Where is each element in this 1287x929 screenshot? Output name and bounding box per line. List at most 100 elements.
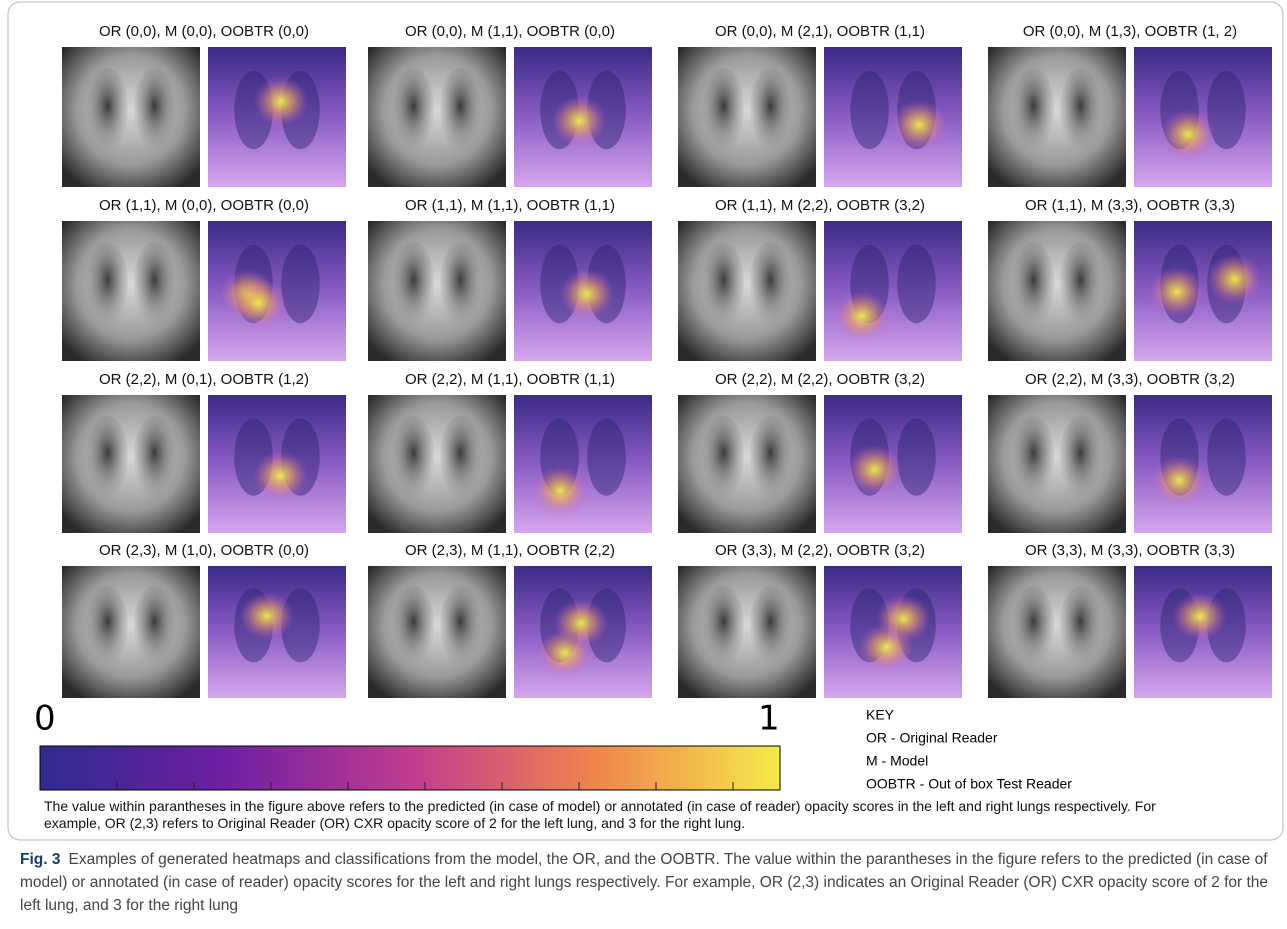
heat-spot — [1151, 456, 1206, 506]
xray-bg — [62, 566, 200, 698]
panel-label: OR (2,2), M (0,1), OOBTR (1,2) — [99, 371, 309, 388]
lung — [1013, 68, 1054, 152]
heatmap-image — [514, 566, 652, 698]
panel: OR (0,0), M (2,1), OOBTR (1,1) — [678, 23, 962, 187]
xray-image — [678, 47, 816, 187]
colorbar — [40, 746, 780, 790]
panel: OR (2,3), M (1,1), OOBTR (2,2) — [368, 542, 652, 698]
heatmap-bg — [514, 395, 652, 533]
page: {"panels": [ {"label": "OR (0,0), M (0,0… — [0, 0, 1287, 929]
heat-spot — [253, 451, 308, 501]
caption-label: Fig. 3 — [20, 851, 60, 868]
heat-spot — [231, 278, 286, 328]
panel: OR (0,0), M (1,1), OOBTR (0,0) — [368, 23, 652, 187]
panel-label: OR (0,0), M (1,1), OOBTR (0,0) — [405, 23, 615, 40]
xray-bg — [368, 566, 506, 698]
lung — [703, 416, 744, 499]
heat-spot — [254, 76, 309, 126]
heatmap-image — [208, 395, 346, 533]
xray-bg — [368, 221, 506, 361]
panel: OR (1,1), M (2,2), OOBTR (3,2) — [678, 197, 962, 361]
lung — [87, 416, 128, 499]
heat-spot — [553, 599, 608, 647]
xray-image — [368, 566, 506, 698]
heatmap-image — [208, 566, 346, 698]
panel: OR (1,1), M (3,3), OOBTR (3,3) — [988, 197, 1272, 361]
heatmap-bg — [1134, 395, 1272, 533]
panel-label: OR (2,3), M (1,0), OOBTR (0,0) — [99, 542, 309, 559]
heatmap-bg — [824, 221, 962, 361]
panel: OR (2,2), M (2,2), OOBTR (3,2) — [678, 371, 962, 533]
heat-spot — [239, 592, 294, 640]
xray-bg — [678, 566, 816, 698]
lung — [1060, 416, 1101, 499]
lung — [1207, 418, 1246, 495]
lung — [1013, 586, 1054, 665]
xray-image — [988, 566, 1126, 698]
note: The value within parantheses in the figu… — [44, 798, 1164, 832]
caption-text: Examples of generated heatmaps and class… — [20, 851, 1268, 914]
lung — [134, 416, 175, 499]
lung — [440, 242, 481, 326]
panel-label: OR (1,1), M (3,3), OOBTR (3,3) — [1025, 197, 1235, 214]
xray-image — [368, 395, 506, 533]
heat-spot — [847, 445, 902, 495]
xray-image — [62, 221, 200, 361]
lung — [897, 418, 936, 495]
panel: OR (0,0), M (0,0), OOBTR (0,0) — [62, 23, 346, 187]
heatmap-image — [514, 395, 652, 533]
lung — [393, 416, 434, 499]
heatmap-image — [208, 47, 346, 187]
lung — [1060, 242, 1101, 326]
xray-image — [368, 47, 506, 187]
heatmap-image — [208, 221, 346, 361]
lung — [440, 68, 481, 152]
panel: OR (1,1), M (1,1), OOBTR (1,1) — [368, 197, 652, 361]
lung — [750, 416, 791, 499]
xray-image — [368, 221, 506, 361]
key-item: M - Model — [866, 753, 928, 769]
lung — [393, 586, 434, 665]
xray-bg — [678, 395, 816, 533]
xray-image — [988, 221, 1126, 361]
heatmap-image — [1134, 566, 1272, 698]
heat-spot — [1172, 593, 1227, 641]
heatmap-image — [824, 395, 962, 533]
xray-image — [678, 221, 816, 361]
xray-bg — [988, 221, 1126, 361]
heat-spot — [1161, 109, 1216, 159]
panel: OR (0,0), M (1,3), OOBTR (1, 2) — [988, 23, 1272, 187]
xray-bg — [62, 395, 200, 533]
lung — [750, 242, 791, 326]
panel: OR (3,3), M (3,3), OOBTR (3,3) — [988, 542, 1272, 698]
heatmap-image — [824, 566, 962, 698]
lung — [1013, 416, 1054, 499]
heatmap-image — [824, 221, 962, 361]
xray-bg — [62, 47, 200, 187]
xray-image — [678, 395, 816, 533]
panel-label: OR (0,0), M (0,0), OOBTR (0,0) — [99, 23, 309, 40]
panel-label: OR (3,3), M (3,3), OOBTR (3,3) — [1025, 542, 1235, 559]
heat-spot — [834, 291, 889, 341]
heatmap-image — [1134, 221, 1272, 361]
lung — [850, 71, 889, 149]
xray-image — [62, 395, 200, 533]
xray-image — [678, 566, 816, 698]
xray-bg — [988, 395, 1126, 533]
xray-bg — [62, 221, 200, 361]
panel-label: OR (2,3), M (1,1), OOBTR (2,2) — [405, 542, 615, 559]
lung — [1060, 68, 1101, 152]
lung — [134, 68, 175, 152]
xray-bg — [368, 47, 506, 187]
heat-spot — [876, 595, 931, 643]
xray-bg — [678, 47, 816, 187]
colorbar-max: 1 — [758, 699, 780, 739]
panel-label: OR (2,2), M (1,1), OOBTR (1,1) — [405, 371, 615, 388]
lung — [134, 242, 175, 326]
heat-spot — [1149, 267, 1204, 317]
panel-label: OR (0,0), M (2,1), OOBTR (1,1) — [715, 23, 925, 40]
panel: OR (2,3), M (1,0), OOBTR (0,0) — [62, 542, 346, 698]
heatmap-image — [1134, 47, 1272, 187]
panel-label: OR (0,0), M (1,3), OOBTR (1, 2) — [1023, 23, 1237, 40]
